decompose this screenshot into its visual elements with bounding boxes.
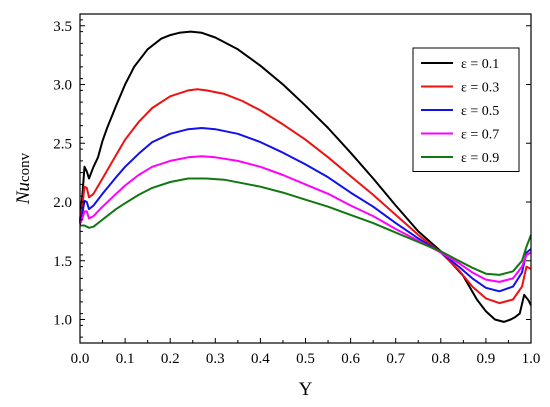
- x-tick-label: 0.7: [386, 351, 405, 367]
- legend-entry-label: ε = 0.9: [461, 151, 499, 166]
- x-tick-label: 0.2: [161, 351, 180, 367]
- legend: ε = 0.1 ε = 0.3 ε = 0.5 ε = 0.7 ε = 0.9: [412, 47, 520, 172]
- x-tick-label: 0.3: [206, 351, 225, 367]
- x-tick-label: 0.6: [341, 351, 360, 367]
- x-tick-label: 0.1: [116, 351, 135, 367]
- series-line-1: [79, 30, 532, 323]
- x-axis-label: Y: [299, 379, 313, 400]
- y-tick-label: 2.0: [53, 195, 72, 211]
- x-tick-label: 0.5: [296, 351, 315, 367]
- plot-area: [79, 30, 532, 323]
- x-tick-label: 1.0: [522, 351, 541, 367]
- y-axis-label-subscript: conv: [17, 152, 33, 182]
- series-line-2: [79, 88, 532, 305]
- x-tick-label: 0.8: [431, 351, 450, 367]
- legend-entry-label: ε = 0.1: [461, 57, 499, 72]
- x-tick-label: 0.0: [71, 351, 90, 367]
- x-tick-label: 0.9: [477, 351, 496, 367]
- y-tick-label: 1.0: [53, 313, 72, 329]
- series-line-5: [80, 177, 532, 276]
- y-axis-label-main: Nu: [13, 182, 34, 205]
- legend-entry-label: ε = 0.5: [461, 104, 499, 119]
- y-tick-label: 1.5: [53, 254, 72, 270]
- x-tick-label: 0.4: [251, 351, 270, 367]
- series-line-3: [79, 127, 532, 293]
- y-axis-label: Nuconv: [13, 152, 34, 205]
- y-tick-label: 3.5: [53, 19, 72, 35]
- legend-entry-label: ε = 0.7: [461, 128, 499, 143]
- series-line-4: [79, 155, 532, 283]
- legend-entry-label: ε = 0.3: [461, 81, 499, 96]
- axis-ticks: 0.0 0.1 0.2 0.3 0.4 0.5 0.6 0.7 0.8 0.9 1.0 1.0 1.5 2…: [53, 19, 540, 367]
- y-tick-label: 2.5: [53, 136, 72, 152]
- y-tick-label: 3.0: [53, 78, 72, 94]
